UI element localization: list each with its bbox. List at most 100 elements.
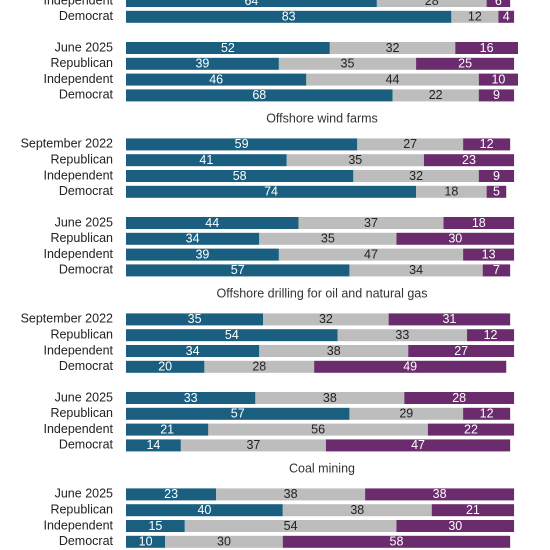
row-label: June 2025 bbox=[55, 215, 113, 229]
bar-segment bbox=[126, 504, 283, 517]
value-label: 12 bbox=[484, 328, 498, 342]
value-label: 38 bbox=[327, 344, 341, 358]
value-label: 9 bbox=[493, 88, 500, 102]
value-label: 37 bbox=[364, 216, 378, 230]
value-label: 33 bbox=[395, 328, 409, 342]
value-label: 12 bbox=[480, 407, 494, 421]
value-label: 38 bbox=[350, 503, 364, 517]
value-label: 34 bbox=[186, 232, 200, 246]
bar-segment bbox=[278, 57, 417, 70]
bar-segment bbox=[353, 170, 479, 182]
row-label: Democrat bbox=[59, 88, 114, 102]
section-title: Coal mining bbox=[289, 462, 355, 476]
section-title: Offshore wind farms bbox=[266, 112, 378, 126]
value-label: 27 bbox=[454, 344, 468, 358]
value-label: 74 bbox=[264, 185, 278, 199]
row-label: Republican bbox=[50, 502, 113, 516]
value-label: 54 bbox=[225, 328, 239, 342]
value-label: 52 bbox=[221, 41, 235, 55]
value-label: 21 bbox=[160, 422, 174, 436]
value-label: 38 bbox=[323, 391, 337, 405]
row-label: Republican bbox=[50, 406, 113, 420]
value-label: 32 bbox=[319, 312, 333, 326]
value-label: 59 bbox=[235, 137, 249, 151]
value-label: 35 bbox=[348, 153, 362, 167]
bar-segment bbox=[416, 185, 487, 198]
value-label: 25 bbox=[458, 57, 472, 71]
bar-segment bbox=[427, 423, 515, 436]
value-label: 37 bbox=[246, 438, 260, 452]
bar-segment bbox=[165, 535, 283, 548]
bar-segment bbox=[208, 423, 428, 436]
bar-segment bbox=[259, 345, 409, 357]
bar-segment bbox=[126, 392, 256, 404]
value-label: 12 bbox=[480, 137, 494, 151]
bar-segment bbox=[396, 232, 515, 245]
value-label: 21 bbox=[466, 503, 480, 517]
row-label: September 2022 bbox=[21, 137, 113, 151]
bar-segment bbox=[486, 185, 507, 198]
bar-segment bbox=[263, 313, 389, 326]
bar-segment bbox=[126, 73, 307, 86]
bar-segment bbox=[337, 329, 468, 342]
bar-segment bbox=[180, 439, 326, 452]
value-label: 12 bbox=[468, 10, 482, 24]
row-label: Independent bbox=[43, 247, 113, 261]
value-label: 35 bbox=[321, 232, 335, 246]
value-label: 47 bbox=[364, 247, 378, 261]
bar-segment bbox=[388, 313, 511, 326]
bar-segment bbox=[278, 248, 464, 261]
row-label: Republican bbox=[50, 327, 113, 341]
value-label: 57 bbox=[231, 407, 245, 421]
value-label: 13 bbox=[482, 247, 496, 261]
value-label: 28 bbox=[452, 391, 466, 405]
value-label: 23 bbox=[164, 487, 178, 501]
bar-segment bbox=[126, 488, 217, 501]
bar-segment bbox=[184, 520, 397, 532]
bar-segment bbox=[255, 392, 405, 404]
bar-segment bbox=[126, 89, 393, 102]
value-label: 46 bbox=[209, 72, 223, 86]
bar-segment bbox=[126, 232, 260, 245]
bar-segment bbox=[392, 89, 479, 102]
bar-segment bbox=[478, 73, 518, 86]
value-label: 15 bbox=[148, 519, 162, 533]
value-label: 64 bbox=[244, 0, 258, 8]
bar-segment bbox=[431, 504, 515, 517]
row-label: Democrat bbox=[59, 359, 114, 373]
bar-segment bbox=[126, 185, 417, 198]
value-label: 18 bbox=[444, 185, 458, 199]
value-label: 33 bbox=[184, 391, 198, 405]
bar-segment bbox=[463, 407, 511, 420]
value-label: 58 bbox=[233, 169, 247, 183]
bar-segment bbox=[443, 217, 515, 229]
bar-segment bbox=[126, 439, 181, 452]
value-label: 5 bbox=[493, 185, 500, 199]
value-label: 40 bbox=[197, 503, 211, 517]
value-label: 7 bbox=[493, 263, 500, 277]
value-label: 56 bbox=[311, 422, 325, 436]
bar-segment bbox=[463, 138, 511, 151]
bar-segment bbox=[126, 57, 279, 70]
value-label: 83 bbox=[282, 10, 296, 24]
row-label: Independent bbox=[43, 72, 113, 86]
bar-segment bbox=[126, 154, 287, 167]
row-label: Republican bbox=[50, 56, 113, 70]
bar-segment bbox=[349, 264, 483, 277]
row-label: Independent bbox=[43, 168, 113, 182]
row-label: Independent bbox=[43, 518, 113, 532]
value-label: 49 bbox=[403, 360, 417, 374]
bar-segment bbox=[126, 345, 260, 357]
bar-segment bbox=[126, 248, 279, 261]
value-label: 28 bbox=[252, 360, 266, 374]
bar-segment bbox=[126, 329, 338, 342]
value-label: 30 bbox=[448, 519, 462, 533]
value-label: 38 bbox=[433, 487, 447, 501]
bar-segment bbox=[126, 170, 354, 182]
bar-segment bbox=[216, 488, 366, 501]
row-label: June 2025 bbox=[55, 390, 113, 404]
bar-segment bbox=[126, 217, 299, 229]
value-label: 39 bbox=[195, 57, 209, 71]
bar-segment bbox=[423, 154, 515, 167]
